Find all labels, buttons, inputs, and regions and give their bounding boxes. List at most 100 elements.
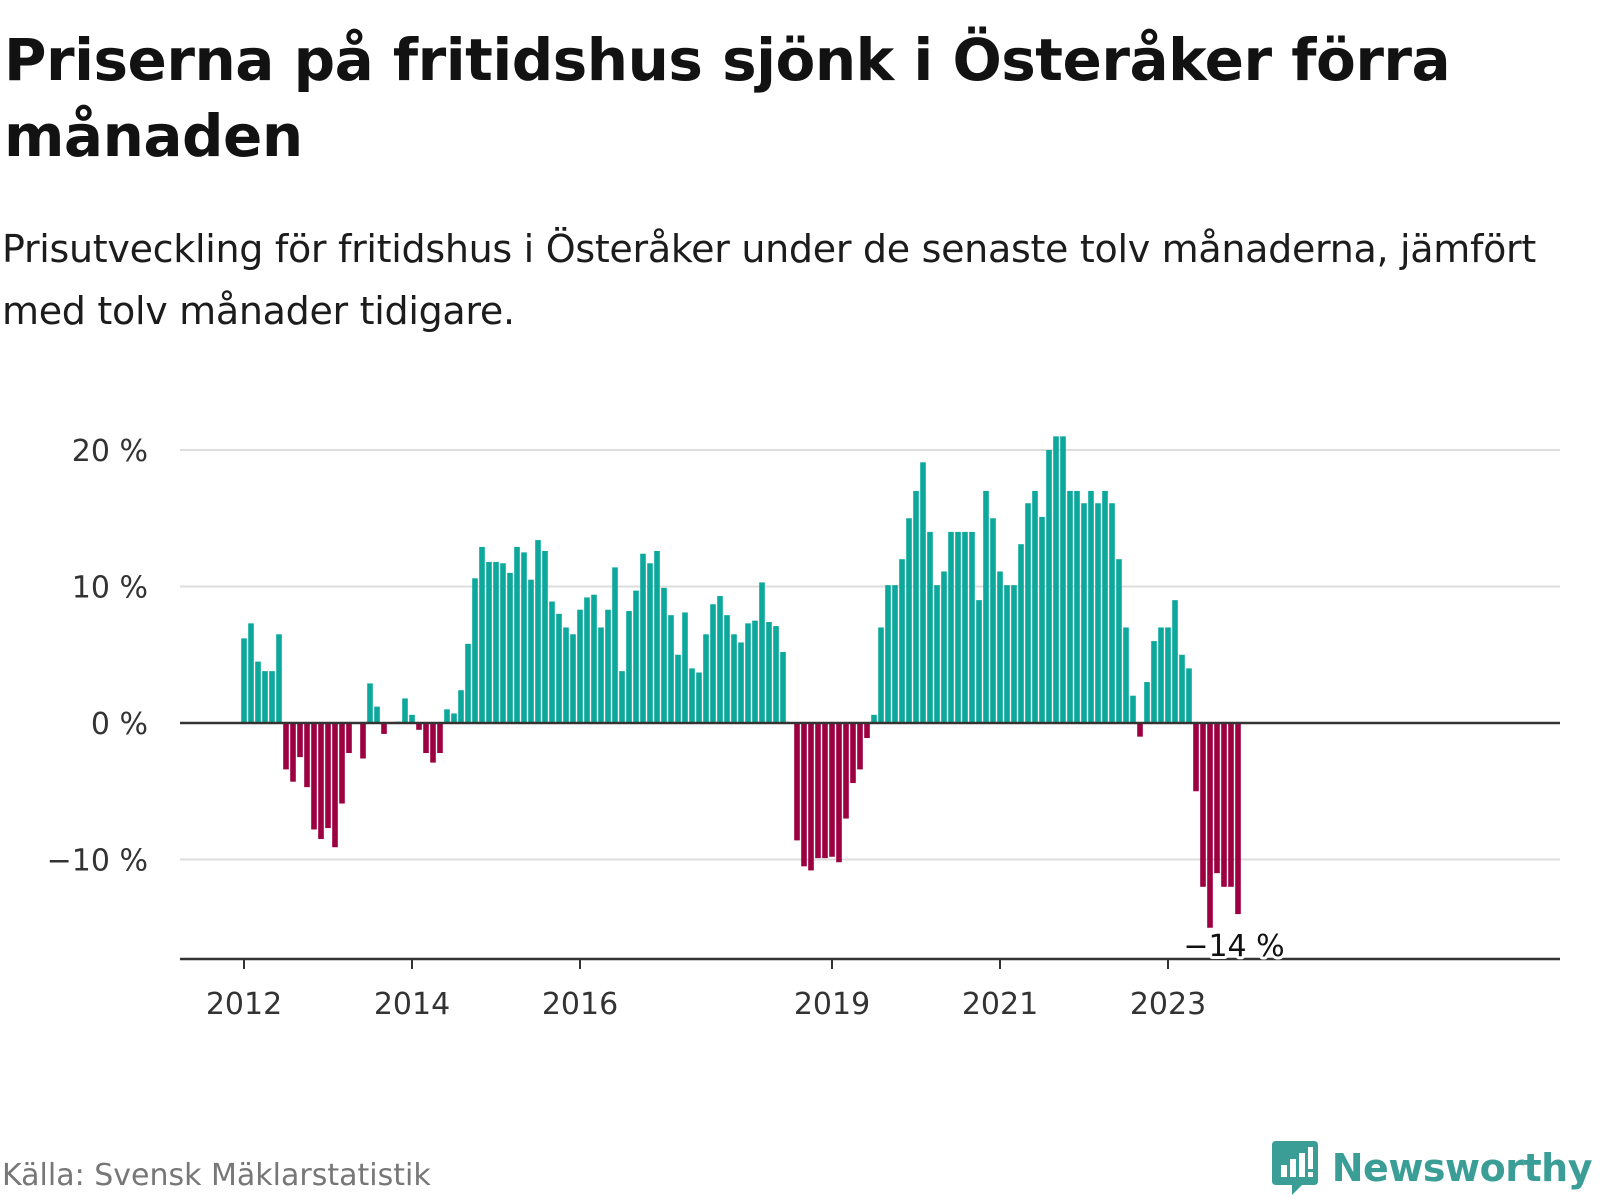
bar: [584, 597, 590, 723]
bar: [633, 590, 639, 723]
x-tick-label: 2019: [794, 987, 870, 1022]
bar: [892, 585, 898, 723]
bar: [1046, 450, 1052, 723]
bar: [430, 723, 436, 763]
bar: [1172, 600, 1178, 723]
bar: [906, 518, 912, 723]
bar: [738, 642, 744, 723]
bar: [808, 723, 814, 871]
bar: [451, 713, 457, 723]
bar: [374, 706, 380, 723]
axis-layer: −10 % 0 % 10 % 20 % 2012 2014 2016 2019 2021 2023…: [47, 434, 1560, 1022]
y-tick-label: 0 %: [91, 707, 148, 742]
bar: [955, 531, 961, 723]
bar: [1130, 695, 1136, 723]
x-tick-label: 2012: [206, 987, 282, 1022]
bar: [934, 585, 940, 723]
bar: [1018, 544, 1024, 723]
bar: [479, 546, 485, 723]
bar: [1053, 436, 1059, 723]
bar: [283, 723, 289, 770]
bar: [535, 540, 541, 723]
bar: [941, 571, 947, 723]
bar: [542, 551, 548, 723]
bar: [703, 634, 709, 723]
bar: [570, 634, 576, 723]
bar: [598, 627, 604, 723]
bar: [577, 609, 583, 723]
bar: [913, 490, 919, 723]
bar: [269, 671, 275, 723]
bar: [255, 661, 261, 723]
bar: [640, 553, 646, 723]
bar: [507, 572, 513, 723]
bar: [1074, 490, 1080, 723]
bar: [976, 600, 982, 723]
bar: [248, 623, 254, 723]
y-tick-label: 10 %: [72, 571, 148, 606]
bar: [836, 723, 842, 863]
bar: [1221, 723, 1227, 887]
bar: [675, 654, 681, 723]
newsworthy-logo-icon: [1271, 1141, 1318, 1195]
bar: [332, 723, 338, 848]
bar: [402, 698, 408, 723]
bar: [290, 723, 296, 782]
bar: [843, 723, 849, 819]
bar: [1207, 723, 1213, 928]
bar: [612, 567, 618, 723]
bar: [871, 714, 877, 723]
bar: [409, 714, 415, 723]
bar: [619, 671, 625, 723]
y-tick-label: 20 %: [72, 434, 148, 469]
bar: [416, 723, 422, 730]
latest-value-label: −14 %: [1183, 929, 1284, 964]
bar: [339, 723, 345, 804]
bar: [752, 620, 758, 723]
bar: [437, 723, 443, 754]
bar: [1193, 723, 1199, 792]
bar: [1067, 490, 1073, 723]
bar: [514, 546, 520, 723]
x-tick-label: 2023: [1130, 987, 1206, 1022]
source-note: Källa: Svensk Mäklarstatistik: [2, 1158, 431, 1193]
bar: [780, 652, 786, 723]
bar: [458, 690, 464, 723]
bar: [444, 709, 450, 723]
bar: [549, 601, 555, 723]
bar: [1004, 585, 1010, 723]
bar: [1039, 516, 1045, 723]
y-tick-label: −10 %: [47, 844, 148, 879]
bar: [367, 683, 373, 723]
bar: [297, 723, 303, 758]
bar: [465, 643, 471, 723]
bar: [745, 623, 751, 723]
bar: [1235, 723, 1241, 915]
bar: [990, 518, 996, 723]
bar: [325, 723, 331, 829]
x-tick-label: 2014: [374, 987, 450, 1022]
bar: [794, 723, 800, 841]
bar: [311, 723, 317, 830]
bar: [927, 531, 933, 723]
bar: [1032, 490, 1038, 723]
grid-layer: [180, 449, 1560, 861]
bar: [997, 571, 1003, 723]
bar: [1144, 682, 1150, 723]
bar: [591, 594, 597, 723]
bar: [710, 604, 716, 723]
bar: [1165, 627, 1171, 723]
bar: [682, 612, 688, 723]
brand-name: Newsworthy: [1331, 1146, 1593, 1190]
bar: [493, 561, 499, 723]
bar: [528, 579, 534, 723]
bar: [605, 609, 611, 723]
bar: [885, 585, 891, 723]
bar: [724, 615, 730, 723]
bar: [1200, 723, 1206, 887]
bar: [563, 627, 569, 723]
bar: [696, 672, 702, 723]
bar: [304, 723, 310, 788]
bar: [962, 531, 968, 723]
bar: [318, 723, 324, 840]
